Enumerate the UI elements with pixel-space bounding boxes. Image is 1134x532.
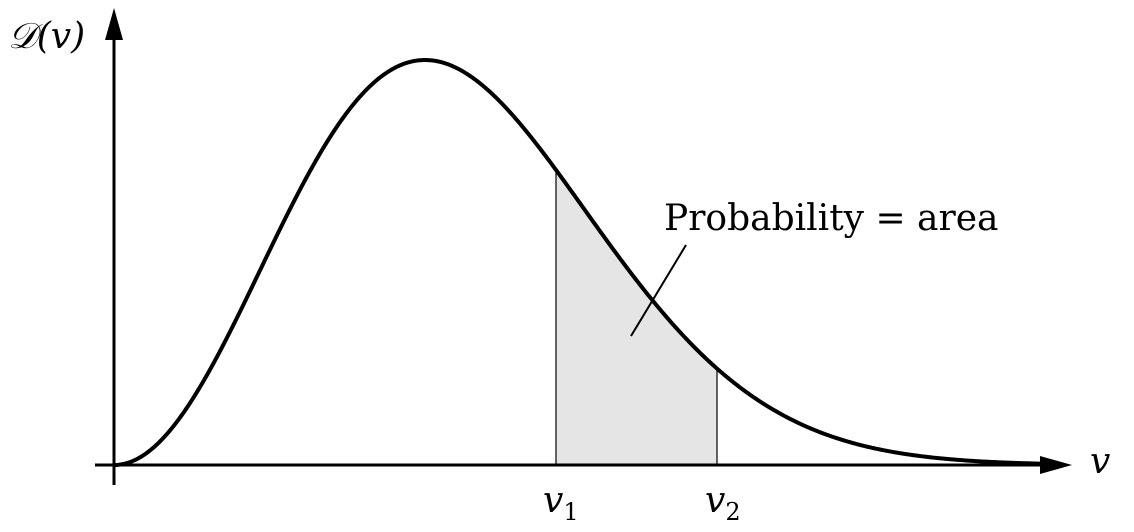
shaded-probability-area	[556, 169, 717, 466]
tick-label-v1-main: v	[543, 480, 563, 521]
x-axis-label: v	[1090, 441, 1110, 482]
tick-label-v1: v1	[543, 480, 579, 526]
density-curve	[113, 58, 1061, 467]
y-axis-arrowhead	[105, 8, 123, 40]
tick-label-v2: v2	[705, 480, 741, 526]
tick-label-v1-subscript: 1	[563, 498, 578, 526]
annotation-leader-line	[630, 244, 687, 337]
tick-label-v2-subscript: 2	[725, 498, 740, 526]
y-axis-label: 𝒟(v)	[8, 16, 85, 57]
annotation-text: Probability = area	[664, 198, 999, 239]
tick-label-v2-main: v	[705, 480, 725, 521]
